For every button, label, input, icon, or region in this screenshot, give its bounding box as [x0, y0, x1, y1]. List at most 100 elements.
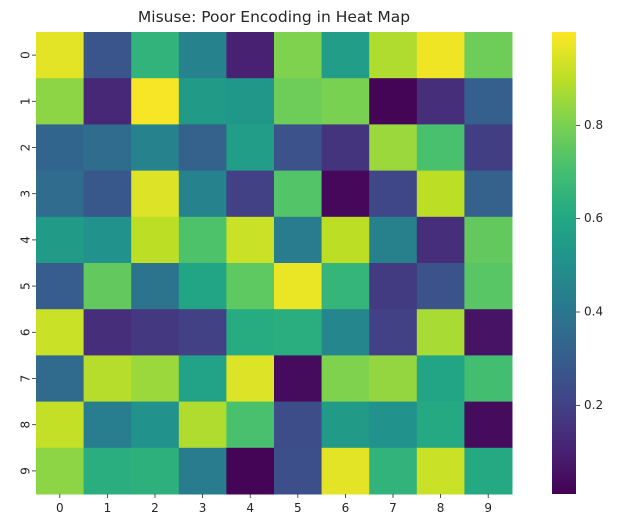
heatmap-cell [416, 309, 465, 356]
heatmap-cell [321, 32, 370, 79]
heatmap-cell [83, 216, 132, 264]
colorbar-gradient [552, 32, 576, 494]
heatmap-cell [464, 309, 513, 356]
heatmap-cell [226, 401, 275, 449]
heatmap-cell [131, 124, 180, 172]
x-tick-label: 3 [199, 501, 207, 515]
colorbar-tick-label: 0.8 [584, 118, 603, 132]
heatmap-cell [36, 32, 85, 79]
heatmap-cell [369, 170, 418, 218]
heatmap-cell [83, 447, 132, 495]
heatmap-cell [36, 124, 85, 172]
heatmap-cell [416, 401, 465, 449]
heatmap-cell [416, 170, 465, 218]
heatmap-cell [36, 170, 85, 218]
heatmap-cell [464, 401, 513, 449]
heatmap-cell [416, 216, 465, 264]
heatmap-cell [416, 124, 465, 172]
heatmap-cell [36, 216, 85, 264]
heatmap-cell [464, 447, 513, 495]
heatmap-cell [274, 32, 323, 79]
y-tick-label: 3 [19, 190, 33, 198]
x-tick-label: 7 [389, 501, 397, 515]
x-tick-label: 8 [437, 501, 445, 515]
x-tick-label: 1 [104, 501, 112, 515]
heatmap-cell [131, 263, 180, 310]
y-tick-label: 1 [19, 97, 33, 105]
heatmap-cell [416, 263, 465, 310]
heatmap-cell [36, 401, 85, 449]
heatmap-cell [178, 401, 227, 449]
colorbar-ticks: 0.2 0.4 0.6 0.8 [576, 118, 603, 412]
heatmap-cell [369, 78, 418, 125]
heatmap-cell [369, 216, 418, 264]
y-axis: 0 1 2 3 4 5 6 7 8 9 [19, 51, 36, 475]
heatmap-cell [274, 309, 323, 356]
colorbar-tick-label: 0.6 [584, 211, 603, 225]
heatmap-cell [464, 124, 513, 172]
heatmap-cell [178, 170, 227, 218]
heatmap-cell [131, 309, 180, 356]
heatmap-cell [369, 309, 418, 356]
heatmap-cell [178, 78, 227, 125]
heatmap-cell [83, 309, 132, 356]
y-tick-label: 9 [19, 467, 33, 475]
heatmap-cell [321, 124, 370, 172]
heatmap-cell [131, 401, 180, 449]
heatmap-cell [178, 309, 227, 356]
heatmap-cell [416, 355, 465, 403]
heatmap-cell [178, 447, 227, 495]
heatmap-cell [464, 32, 513, 79]
heatmap-cell [369, 32, 418, 79]
heatmap-cell [321, 78, 370, 125]
heatmap-cell [321, 447, 370, 495]
heatmap-cell [274, 216, 323, 264]
heatmap-cell [83, 401, 132, 449]
heatmap-cell [321, 263, 370, 310]
x-tick-label: 9 [484, 501, 492, 515]
heatmap-cell [274, 78, 323, 125]
y-tick-label: 4 [19, 236, 33, 244]
heatmap-cell [83, 170, 132, 218]
colorbar: 0.2 0.4 0.6 0.8 [552, 32, 603, 494]
heatmap-cell [83, 32, 132, 79]
y-tick-label: 5 [19, 282, 33, 290]
colorbar-tick-label: 0.4 [584, 305, 603, 319]
heatmap-cell [131, 216, 180, 264]
x-tick-label: 0 [56, 501, 64, 515]
x-tick-label: 4 [246, 501, 254, 515]
heatmap-cell [416, 78, 465, 125]
heatmap-cell [226, 170, 275, 218]
y-tick-label: 7 [19, 375, 33, 383]
heatmap-cell [36, 447, 85, 495]
heatmap-cell [464, 216, 513, 264]
heatmap-cell [226, 263, 275, 310]
heatmap-cell [131, 447, 180, 495]
heatmap-cell [369, 263, 418, 310]
heatmap-cell [416, 447, 465, 495]
heatmap-cell [178, 263, 227, 310]
heatmap-cell [321, 401, 370, 449]
heatmap-cell [131, 170, 180, 218]
heatmap-cell [178, 216, 227, 264]
heatmap-cell [178, 355, 227, 403]
heatmap-cells [36, 32, 513, 495]
y-tick-label: 8 [19, 421, 33, 429]
heatmap-cell [274, 447, 323, 495]
heatmap-cell [83, 124, 132, 172]
heatmap-cell [83, 263, 132, 310]
heatmap-cell [369, 447, 418, 495]
heatmap-cell [274, 170, 323, 218]
y-tick-label: 0 [19, 51, 33, 59]
heatmap-cell [464, 355, 513, 403]
heatmap-cell [416, 32, 465, 79]
heatmap-cell [464, 170, 513, 218]
heatmap-cell [226, 355, 275, 403]
heatmap-cell [36, 355, 85, 403]
heatmap-cell [36, 78, 85, 125]
heatmap-cell [226, 309, 275, 356]
heatmap-cell [464, 263, 513, 310]
heatmap-cell [274, 355, 323, 403]
heatmap-cell [274, 401, 323, 449]
x-axis: 0 1 2 3 4 5 6 7 8 9 [56, 494, 492, 515]
